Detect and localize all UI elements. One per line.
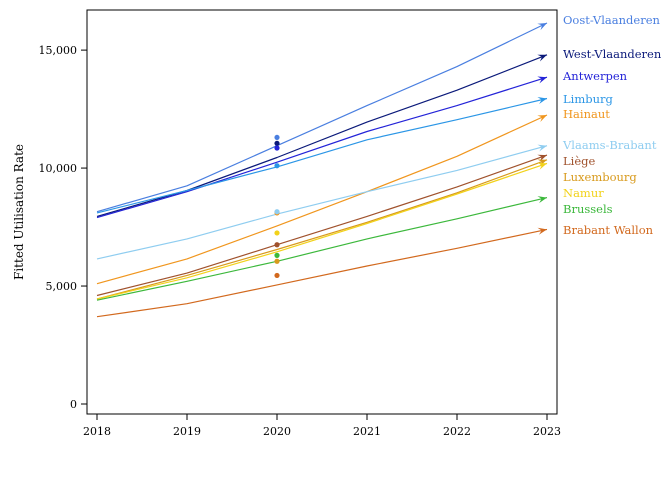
y-axis: 0 5,000 10,000 15,000 [39, 44, 87, 411]
series-label-limburg: Limburg [563, 92, 613, 106]
series-label-brabant-wallon: Brabant Wallon [563, 223, 654, 237]
series-label-oost-vlaanderen: Oost-Vlaanderen [563, 13, 660, 27]
series-line-brussels [96, 197, 548, 301]
series-label-vlaams-brabant: Vlaams-Brabant [562, 138, 657, 152]
x-tick-label: 2018 [83, 425, 111, 438]
series-line-namur [96, 162, 548, 300]
y-tick-label: 5,000 [46, 280, 78, 293]
arrowhead-limburg [537, 97, 547, 104]
observed-point-brussels [274, 252, 280, 258]
y-axis-title: Fitted Utilisation Rate [12, 144, 26, 280]
x-tick-label: 2023 [533, 425, 561, 438]
series-line-brabant-wallon [96, 228, 548, 318]
x-tick-label: 2022 [443, 425, 471, 438]
arrowhead-antwerpen [537, 76, 547, 84]
series-line-oost-vlaanderen [96, 22, 548, 213]
x-tick-label: 2020 [263, 425, 291, 438]
observed-points [274, 134, 280, 279]
observed-point-brabant-wallon [274, 272, 280, 279]
arrowhead-oost-vlaanderen [537, 23, 547, 31]
series-label-hainaut: Hainaut [563, 107, 610, 121]
arrowhead-brabant-wallon [537, 227, 547, 235]
series-label-namur: Namur [563, 186, 604, 200]
series-line-liege [96, 154, 548, 297]
series-line-antwerpen [96, 76, 548, 219]
series-label-brussels: Brussels [563, 202, 613, 216]
series-label-west-vlaanderen: West-Vlaanderen [563, 47, 662, 61]
series-line-hainaut [96, 114, 548, 285]
x-tick-label: 2021 [353, 425, 381, 438]
observed-point-vlaams-brabant [274, 209, 280, 215]
arrowhead-brussels [537, 196, 547, 204]
series-line-luxembourg [96, 159, 548, 300]
observed-point-limburg [274, 163, 280, 169]
arrowhead-west-vlaanderen [537, 54, 547, 62]
series-line-limburg [96, 97, 548, 214]
observed-point-namur [274, 230, 280, 236]
plot-frame [86, 9, 558, 415]
series-labels: Oost-Vlaanderen West-Vlaanderen Antwerpen L… [562, 13, 662, 237]
observed-point-antwerpen [274, 145, 280, 151]
arrowhead-luxembourg [537, 159, 547, 167]
series-label-liege: Liège [563, 154, 595, 168]
series-label-luxembourg: Luxembourg [563, 170, 637, 184]
observed-point-luxembourg [274, 258, 280, 264]
arrowhead-liege [537, 154, 547, 162]
series-line-vlaams-brabant [96, 145, 548, 260]
arrowhead-hainaut [537, 115, 547, 122]
series-lines [96, 22, 548, 318]
observed-point-liege [274, 242, 280, 248]
y-tick-label: 0 [70, 398, 77, 411]
arrowhead-namur [537, 162, 547, 170]
series-label-antwerpen: Antwerpen [562, 69, 628, 83]
y-tick-label: 15,000 [39, 44, 78, 57]
observed-point-west-vlaanderen [274, 140, 280, 146]
arrowhead-vlaams-brabant [537, 144, 547, 152]
observed-point-oost-vlaanderen [274, 134, 280, 141]
x-axis: 2018 2019 2020 2021 2022 2023 [83, 414, 561, 438]
y-tick-label: 10,000 [39, 162, 78, 175]
x-tick-label: 2019 [173, 425, 201, 438]
